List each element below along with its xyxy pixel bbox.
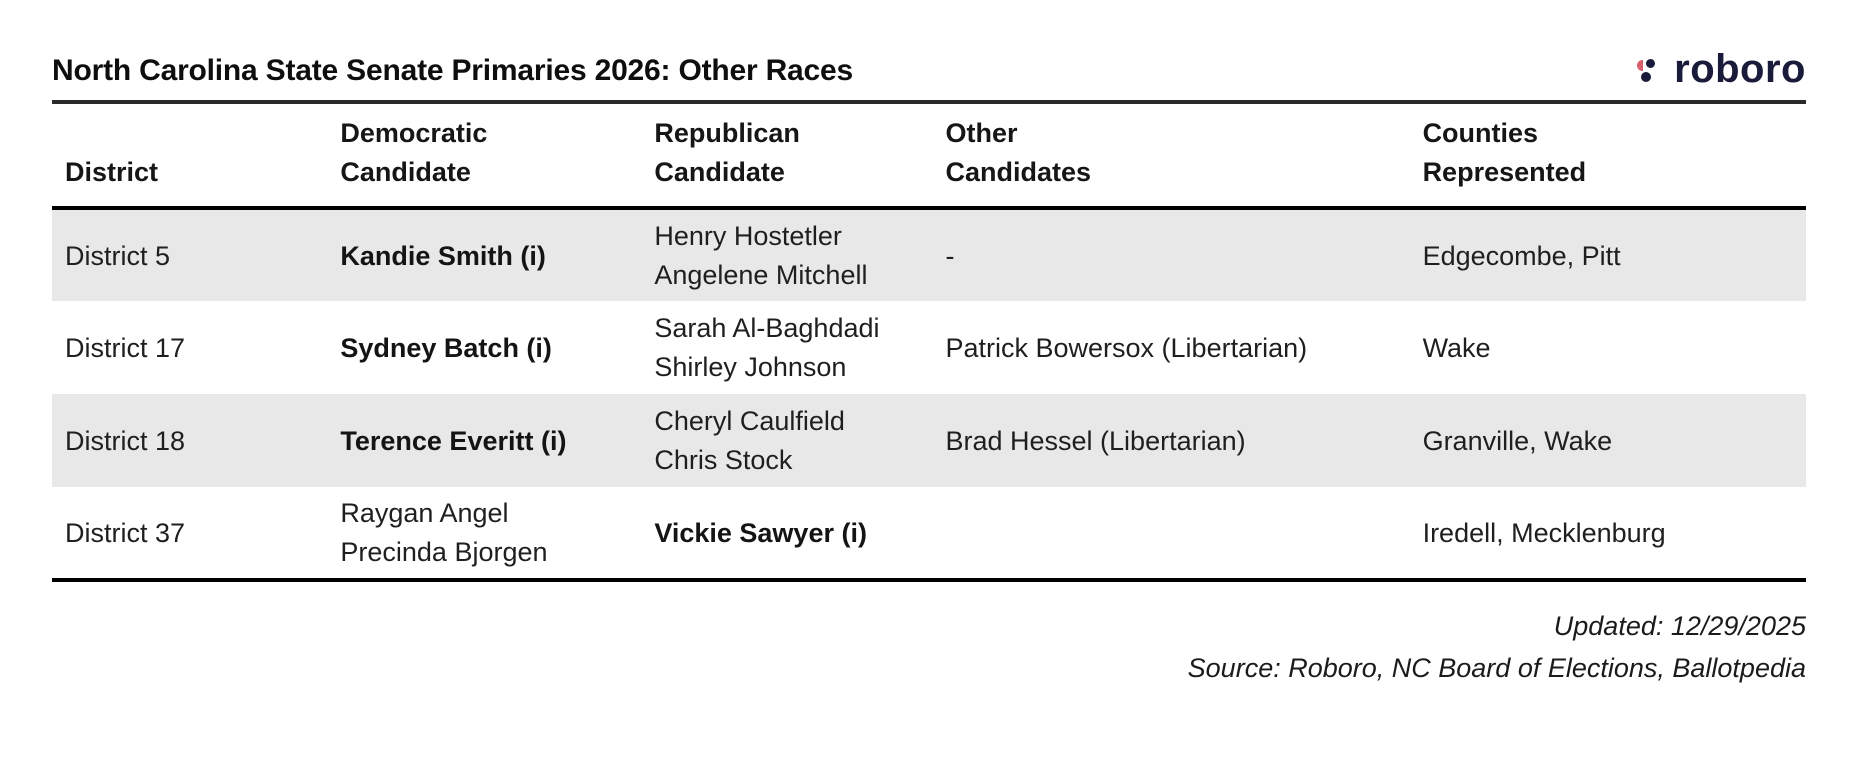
cell-counties: Wake: [1422, 332, 1491, 363]
cell-democratic-candidate: Kandie Smith (i): [340, 240, 546, 271]
page: North Carolina State Senate Primaries 20…: [52, 47, 1806, 690]
cell-republican-candidate: Cheryl Caulfield Chris Stock: [654, 406, 845, 475]
cell-other-candidates: Patrick Bowersox (Libertarian): [945, 332, 1308, 363]
cell-republican-candidate: Sarah Al-Baghdadi Shirley Johnson: [654, 313, 880, 382]
cell-other-candidates: [932, 487, 1409, 580]
roboro-logo: roboro: [1637, 47, 1806, 91]
logo-navy-dot-bottom-icon: [1641, 72, 1652, 82]
cell-other-candidates: -: [945, 240, 955, 271]
column-header-democratic-candidate: Democratic Candidate: [340, 118, 488, 188]
column-header-other-candidates: Other Candidates: [945, 118, 1092, 188]
cell-counties: Granville, Wake: [1422, 425, 1613, 456]
cell-democratic-candidate: Raygan Angel Precinda Bjorgen: [340, 498, 548, 567]
column-header-republican-candidate: Republican Candidate: [654, 118, 800, 188]
logo-wordmark: roboro: [1674, 47, 1806, 91]
cell-district: District 37: [65, 517, 186, 548]
cell-democratic-candidate: Terence Everitt (i): [340, 425, 567, 456]
column-header-counties-represented: Counties Represented: [1422, 118, 1587, 188]
column-header-district: District: [65, 157, 159, 188]
title-bar: North Carolina State Senate Primaries 20…: [52, 47, 1806, 100]
table-row: District 37 Raygan Angel Precinda Bjorge…: [52, 487, 1806, 580]
table-row: District 17 Sydney Batch (i) Sarah Al-Ba…: [52, 301, 1806, 394]
table-header: District Democratic Candidate Republican…: [52, 104, 1806, 209]
logo-red-half-dot-icon: [1637, 60, 1644, 71]
source-attribution: Source: Roboro, NC Board of Elections, B…: [1187, 653, 1806, 684]
page-title: North Carolina State Senate Primaries 20…: [52, 54, 853, 87]
cell-republican-candidate: Henry Hostetler Angelene Mitchell: [654, 221, 868, 290]
title-divider: [52, 100, 1806, 104]
cell-counties: Edgecombe, Pitt: [1422, 240, 1621, 271]
cell-democratic-candidate: Sydney Batch (i): [340, 332, 552, 363]
cell-district: District 17: [65, 332, 186, 363]
table-row: District 5 Kandie Smith (i) Henry Hostet…: [52, 208, 1806, 302]
cell-counties: Iredell, Mecklenburg: [1422, 517, 1666, 548]
cell-district: District 18: [65, 425, 186, 456]
footer: Updated: 12/29/2025 Source: Roboro, NC B…: [52, 606, 1806, 690]
cell-district: District 5: [65, 240, 171, 271]
table-row: District 18 Terence Everitt (i) Cheryl C…: [52, 394, 1806, 488]
roboro-dots-icon: [1637, 52, 1661, 86]
updated-date: Updated: 12/29/2025: [1553, 611, 1806, 642]
primaries-table: District Democratic Candidate Republican…: [52, 104, 1806, 582]
cell-republican-candidate: Vickie Sawyer (i): [654, 517, 867, 548]
logo-navy-dot-top-icon: [1646, 59, 1656, 68]
cell-other-candidates: Brad Hessel (Libertarian): [945, 425, 1246, 456]
